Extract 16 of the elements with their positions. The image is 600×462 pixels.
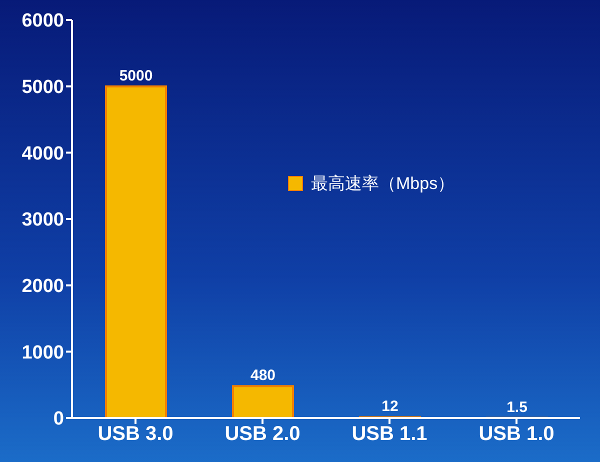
y-tick-label: 0: [53, 408, 64, 430]
y-tick-label: 2000: [22, 276, 64, 298]
x-tick-label: USB 3.0: [98, 423, 174, 446]
y-tick-label: 4000: [22, 143, 64, 164]
x-tick-label: USB 1.0: [478, 423, 554, 446]
y-tick-label: 1000: [22, 342, 64, 364]
text: 5000: [119, 67, 153, 84]
text: 12: [382, 398, 398, 416]
y-tick-label: 5000: [22, 77, 64, 98]
legend-label: 最高速率（Mbps）: [311, 173, 455, 195]
x-tick-label: USB 1.1: [352, 423, 428, 446]
text: 480: [250, 367, 276, 384]
y-tick-label: 6000: [22, 10, 64, 32]
text: 1.5: [506, 398, 528, 416]
y-tick-label: 3000: [22, 210, 64, 231]
x-tick-label: USB 2.0: [224, 423, 300, 446]
